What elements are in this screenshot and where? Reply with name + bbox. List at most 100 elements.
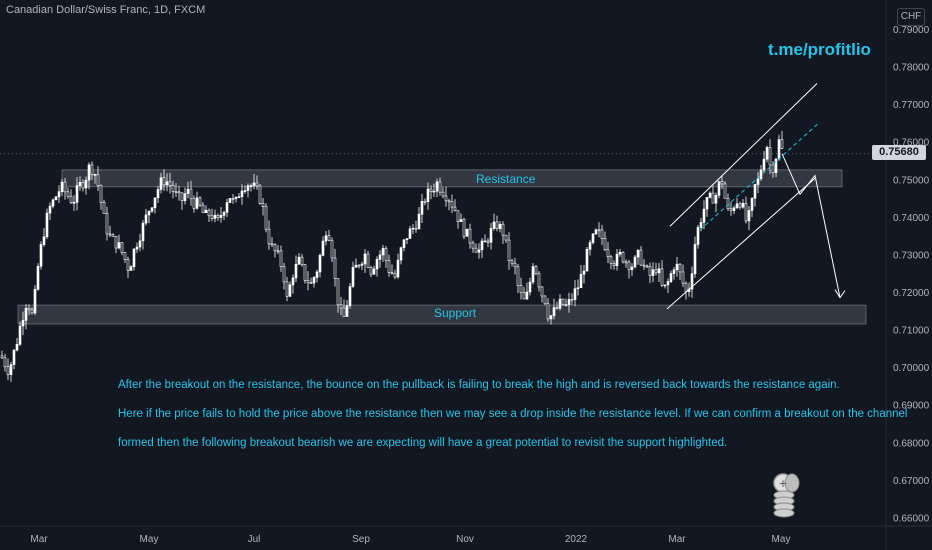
- candle-body-260: [780, 139, 784, 149]
- candle-body-208: [624, 261, 628, 264]
- candle-body-100: [300, 256, 304, 265]
- candle-body-211: [633, 256, 637, 268]
- candle-body-251: [753, 184, 757, 199]
- projection-path: [781, 153, 841, 298]
- y-tick-label-8: 0.71000: [893, 326, 930, 337]
- candle-body-113: [339, 304, 343, 309]
- candle-body-224: [672, 269, 676, 274]
- candle-body-75: [225, 202, 229, 213]
- candle-body-2: [6, 366, 10, 375]
- candle-body-259: [777, 139, 781, 160]
- candle-body-173: [519, 285, 523, 293]
- y-tick-label-10: 0.69000: [893, 401, 930, 412]
- y-tick-label-9: 0.70000: [893, 363, 930, 374]
- candle-body-152: [456, 210, 460, 222]
- candle-body-156: [468, 228, 472, 244]
- candle-body-118: [354, 264, 358, 268]
- svg-text:+: +: [778, 477, 787, 490]
- candle-body-178: [534, 266, 538, 275]
- candle-body-245: [735, 203, 739, 209]
- candle-body-210: [630, 266, 634, 271]
- candle-body-64: [192, 198, 196, 209]
- candle-body-3: [9, 364, 13, 375]
- candle-body-56: [168, 181, 172, 186]
- candle-body-83: [249, 185, 253, 187]
- support-label: Support: [434, 306, 477, 320]
- candle-body-171: [513, 262, 517, 268]
- candle-body-137: [411, 227, 415, 230]
- candle-body-144: [432, 190, 436, 193]
- y-tick-label-11: 0.68000: [893, 438, 930, 449]
- candle-body-213: [639, 249, 643, 266]
- candle-body-42: [126, 259, 130, 271]
- candle-body-40: [120, 242, 124, 253]
- candle-body-127: [381, 248, 385, 256]
- symbol-title: Canadian Dollar/Swiss Franc, 1D, FXCM: [6, 4, 206, 16]
- candle-body-105: [315, 271, 319, 278]
- candle-body-159: [477, 249, 481, 253]
- candle-body-177: [531, 266, 535, 283]
- candle-body-170: [510, 260, 514, 264]
- candle-body-256: [768, 147, 772, 166]
- candle-body-138: [414, 227, 418, 230]
- candle-body-36: [108, 233, 112, 236]
- candle-body-194: [582, 270, 586, 275]
- candle-body-13: [39, 244, 43, 267]
- candle-body-17: [51, 199, 55, 207]
- candle-body-18: [54, 196, 58, 201]
- candle-body-19: [57, 191, 61, 198]
- candle-body-193: [579, 273, 583, 289]
- candle-body-184: [552, 307, 556, 316]
- candle-body-35: [105, 213, 109, 235]
- candle-body-49: [147, 210, 151, 216]
- candle-body-202: [606, 249, 610, 258]
- candle-body-219: [657, 268, 661, 274]
- candle-body-212: [636, 249, 640, 258]
- x-tick-label-4: Nov: [456, 534, 474, 545]
- candle-body-136: [408, 228, 412, 239]
- candle-body-197: [591, 233, 595, 243]
- candle-body-94: [282, 266, 286, 283]
- candle-body-246: [738, 203, 742, 208]
- candle-body-54: [162, 177, 166, 186]
- candle-body-153: [459, 219, 463, 222]
- candle-body-176: [528, 281, 532, 293]
- candle-body-174: [522, 292, 526, 300]
- candle-body-203: [609, 256, 613, 264]
- candle-body-151: [453, 206, 457, 211]
- candle-body-231: [693, 244, 697, 275]
- candle-body-206: [618, 251, 622, 255]
- candle-body-192: [576, 287, 580, 290]
- candle-body-115: [345, 305, 349, 317]
- candle-body-99: [297, 256, 301, 265]
- candle-body-225: [675, 263, 679, 271]
- candle-body-248: [744, 202, 748, 222]
- candle-body-185: [555, 307, 559, 309]
- candle-body-84: [252, 182, 256, 186]
- candle-body-65: [195, 197, 199, 209]
- candle-body-154: [462, 219, 466, 237]
- candle-body-16: [48, 205, 52, 214]
- candle-body-230: [690, 273, 694, 290]
- candle-body-148: [444, 195, 448, 202]
- candle-body-81: [243, 190, 247, 192]
- currency-selector[interactable]: CHF: [897, 8, 925, 26]
- candle-body-116: [348, 286, 352, 307]
- candle-body-234: [702, 208, 706, 223]
- candle-body-5: [15, 344, 19, 351]
- candle-body-217: [651, 269, 655, 276]
- candle-body-257: [771, 164, 775, 173]
- y-tick-label-4: 0.75000: [893, 175, 930, 186]
- candle-body-70: [210, 215, 214, 219]
- candle-body-205: [615, 253, 619, 266]
- candle-body-10: [30, 309, 34, 314]
- candle-body-59: [177, 191, 181, 194]
- candle-body-243: [729, 208, 733, 211]
- candle-body-9: [27, 307, 31, 311]
- candle-body-29: [87, 164, 91, 181]
- candle-body-43: [129, 266, 133, 271]
- candle-body-26: [78, 181, 82, 186]
- candle-body-247: [741, 202, 745, 208]
- candle-body-146: [438, 181, 442, 193]
